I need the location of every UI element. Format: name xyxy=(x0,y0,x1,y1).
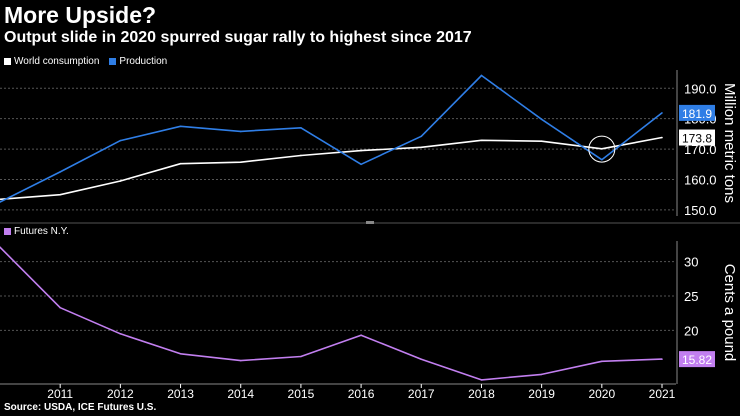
legend-label-world-consumption: World consumption xyxy=(14,56,100,67)
data-point-bottom-0-6 xyxy=(360,334,362,336)
x-tick-label-1: 2012 xyxy=(107,387,134,401)
panel-resize-handle xyxy=(366,221,374,224)
data-point-top-1-6 xyxy=(360,163,362,166)
data-point-top-1-0 xyxy=(0,201,1,203)
data-point-top-0-6 xyxy=(360,149,362,152)
end-label-top-0: 173.8 xyxy=(682,132,712,146)
legend-label-futures: Futures N.Y. xyxy=(14,226,69,237)
data-point-top-1-7 xyxy=(420,135,423,138)
data-point-bottom-0-1 xyxy=(59,306,61,309)
end-label-top-1: 181.9 xyxy=(682,107,712,121)
data-point-bottom-0-5 xyxy=(300,355,302,358)
data-point-bottom-0-11 xyxy=(661,358,663,360)
data-point-top-0-9 xyxy=(540,140,543,142)
data-point-top-0-10 xyxy=(601,147,603,150)
chart-title: More Upside? xyxy=(4,2,157,28)
y-tick-label-bottom-1: 25 xyxy=(684,289,698,304)
x-tick-label-2: 2013 xyxy=(167,387,194,401)
data-point-top-1-3 xyxy=(179,125,182,128)
series-line-top-1 xyxy=(0,74,663,203)
data-point-top-0-5 xyxy=(300,154,302,157)
x-tick-label-5: 2016 xyxy=(348,387,375,401)
x-tick-label-6: 2017 xyxy=(408,387,435,401)
data-point-top-1-9 xyxy=(540,118,543,121)
end-label-bottom-0: 15.82 xyxy=(682,353,712,367)
legend-swatch-production xyxy=(109,58,117,65)
data-point-bottom-0-3 xyxy=(179,352,182,355)
y-tick-label-top-2: 170.0 xyxy=(684,142,717,157)
data-point-top-0-1 xyxy=(59,193,61,196)
series-line-top-0 xyxy=(0,136,663,201)
data-point-top-1-5 xyxy=(300,126,302,129)
data-point-top-0-0 xyxy=(0,198,1,201)
end-label-box-bottom-0 xyxy=(679,351,715,368)
end-label-box-top-0 xyxy=(679,129,715,146)
x-tick-label-10: 2021 xyxy=(649,387,676,401)
data-point-bottom-0-10 xyxy=(601,360,603,363)
series-line-bottom-0 xyxy=(0,246,663,381)
x-tick-label-7: 2018 xyxy=(468,387,495,401)
end-label-box-top-1 xyxy=(679,104,715,121)
data-point-top-0-8 xyxy=(480,139,483,142)
legend-label-production: Production xyxy=(119,56,168,67)
legend-item-production: Production xyxy=(109,56,167,67)
y-tick-label-top-1: 160.0 xyxy=(684,173,717,188)
y-axis-label-bottom: Cents a pound xyxy=(721,264,738,362)
data-point-bottom-0-0 xyxy=(0,246,1,248)
legend-item-futures: Futures N.Y. xyxy=(4,226,69,237)
data-point-bottom-0-9 xyxy=(540,373,543,376)
data-point-bottom-0-7 xyxy=(420,358,423,361)
x-tick-label-4: 2015 xyxy=(288,387,315,401)
data-point-top-0-2 xyxy=(119,180,122,182)
legend-top: World consumption Production xyxy=(4,56,177,67)
chart-subtitle: Output slide in 2020 spurred sugar rally… xyxy=(4,29,472,46)
x-tick-label-8: 2019 xyxy=(528,387,555,401)
data-point-bottom-0-4 xyxy=(239,359,242,362)
x-tick-label-3: 2014 xyxy=(227,387,254,401)
data-point-top-1-11 xyxy=(661,112,663,114)
x-tick-label-0: 2011 xyxy=(47,387,73,401)
data-point-top-1-10 xyxy=(601,158,603,161)
data-point-top-0-4 xyxy=(239,161,242,163)
data-point-bottom-0-2 xyxy=(119,333,122,335)
y-tick-label-bottom-0: 20 xyxy=(684,323,698,338)
annotation-circle xyxy=(588,135,616,163)
y-tick-label-top-0: 150.0 xyxy=(684,203,717,218)
data-point-top-0-11 xyxy=(661,136,663,139)
data-point-top-0-3 xyxy=(179,162,182,165)
data-point-top-1-4 xyxy=(239,130,242,133)
data-point-bottom-0-8 xyxy=(480,379,483,381)
legend-swatch-futures xyxy=(4,228,11,235)
x-tick-label-9: 2020 xyxy=(588,387,615,401)
data-point-top-1-1 xyxy=(59,171,61,173)
y-tick-label-top-4: 190.0 xyxy=(684,81,717,96)
legend-item-world-consumption: World consumption xyxy=(4,56,99,67)
legend-bottom: Futures N.Y. xyxy=(4,226,79,237)
data-point-top-0-7 xyxy=(420,146,423,149)
data-point-top-1-8 xyxy=(480,74,483,77)
source-note: Source: USDA, ICE Futures U.S. xyxy=(4,402,157,413)
data-point-top-1-2 xyxy=(119,139,122,142)
y-tick-label-bottom-2: 30 xyxy=(684,255,698,270)
legend-swatch-world-consumption xyxy=(4,58,11,65)
y-axis-label-top: Million metric tons xyxy=(721,83,738,203)
